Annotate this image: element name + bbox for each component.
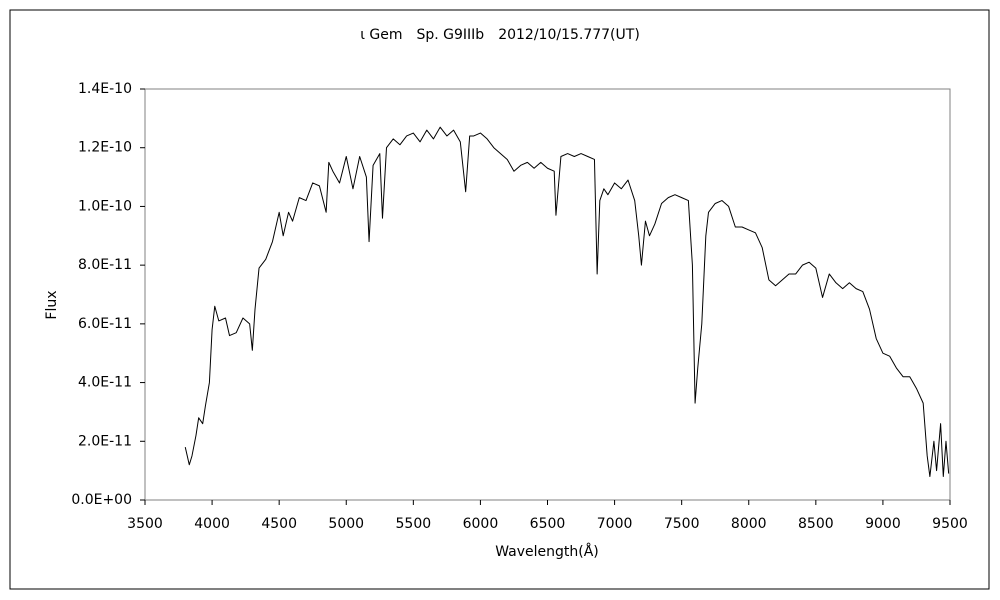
x-tick-label: 4500 [261,516,297,532]
x-axis-label: Wavelength(Å) [495,543,599,560]
y-tick-label: 1.4E-10 [78,81,132,97]
x-tick-label: 9000 [865,516,901,532]
y-tick-label: 2.0E-11 [78,433,132,449]
y-tick-label: 0.0E+00 [71,492,132,508]
chart-title: ι Gem Sp. G9IIIb 2012/10/15.777(UT) [360,27,640,43]
y-tick-label: 6.0E-11 [78,316,132,332]
x-tick-label: 3500 [127,516,163,532]
x-tick-label: 7500 [664,516,700,532]
x-tick-label: 9500 [932,516,968,532]
x-tick-label: 8500 [798,516,834,532]
y-axis-label: Flux [44,290,60,319]
x-tick-label: 6000 [463,516,499,532]
y-tick-label: 1.2E-10 [78,140,132,156]
y-tick-label: 4.0E-11 [78,375,132,391]
x-tick-label: 7000 [597,516,633,532]
x-tick-label: 6500 [530,516,566,532]
chart-frame [9,9,990,590]
x-tick-label: 4000 [194,516,230,532]
x-tick-label: 5500 [396,516,432,532]
y-tick-label: 1.0E-10 [78,198,132,214]
x-tick-label: 8000 [731,516,767,532]
spectrum-line [184,126,950,478]
y-tick-label: 8.0E-11 [78,257,132,273]
x-tick-label: 5000 [328,516,364,532]
